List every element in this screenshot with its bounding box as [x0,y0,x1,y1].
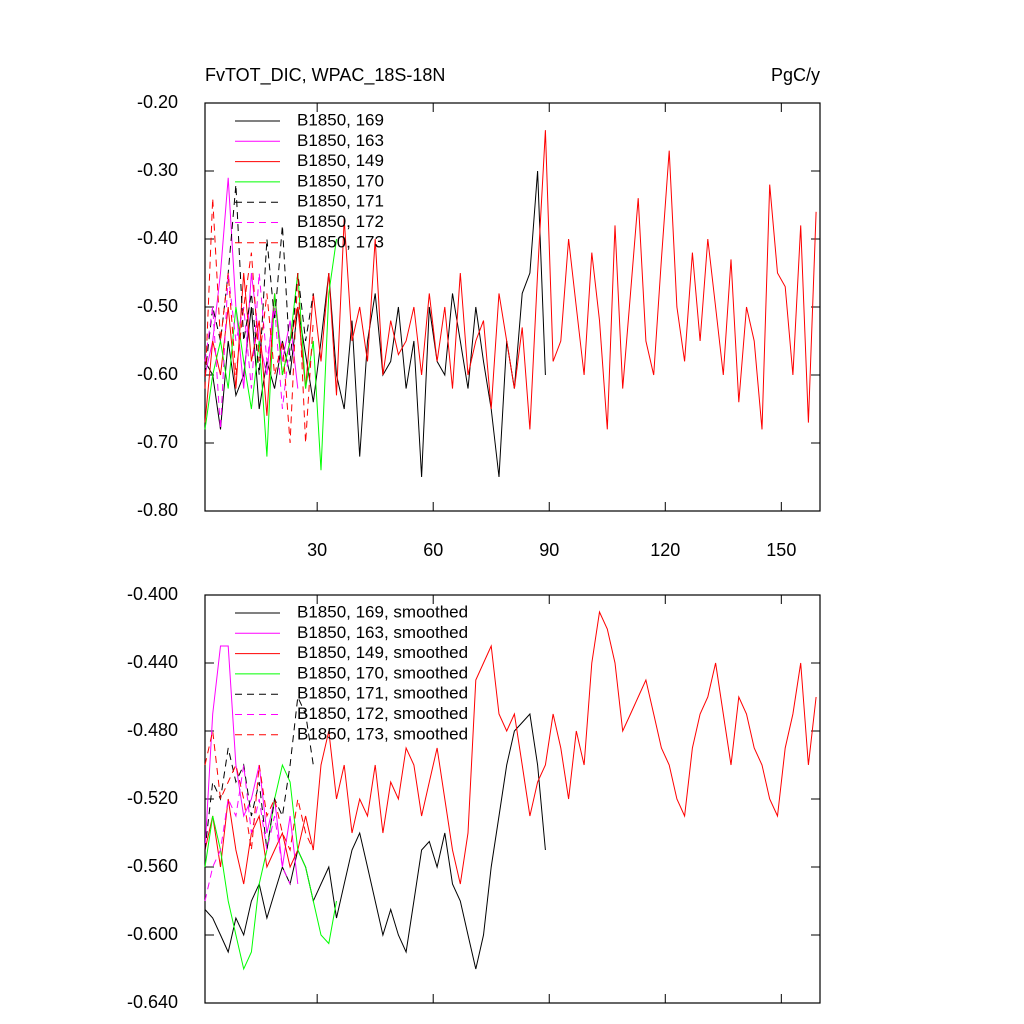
series-line [204,272,291,430]
x-tick-label: 60 [423,540,443,560]
y-tick-label: -0.560 [127,856,178,876]
chart-title: FvTOT_DIC, WPAC_18S-18N [205,65,445,86]
y-tick-label: -0.80 [137,500,178,520]
y-tick-label: -0.40 [137,228,178,248]
legend-label: B1850, 163 [297,131,384,150]
y-tick-label: -0.60 [137,364,178,384]
series-line [204,177,299,389]
legend-label: B1850, 170 [297,171,384,190]
series-line [204,130,817,430]
legend-label: B1850, 171, smoothed [297,684,468,703]
series-line [204,764,291,902]
series-line [204,198,314,444]
legend-label: B1850, 169 [297,110,384,129]
y-tick-label: -0.50 [137,296,178,316]
legend-label: B1850, 149, smoothed [297,643,468,662]
y-tick-label: -0.30 [137,160,178,180]
units-label: PgC/y [771,65,820,85]
legend-label: B1850, 173, smoothed [297,724,468,743]
y-tick-label: -0.20 [137,92,178,112]
series-line [204,730,314,852]
legend-label: B1850, 169, smoothed [297,602,468,621]
series-line [204,712,546,970]
series-line [204,170,546,478]
x-tick-label: 120 [650,540,680,560]
legend-label: B1850, 170, smoothed [297,663,468,682]
y-tick-label: -0.440 [127,652,178,672]
legend-label: B1850, 149 [297,151,384,170]
y-tick-label: -0.640 [127,992,178,1012]
legend-label: B1850, 163, smoothed [297,623,468,642]
legend-label: B1850, 171 [297,192,384,211]
x-tick-label: 150 [766,540,796,560]
y-tick-label: -0.70 [137,432,178,452]
legend-label: B1850, 172 [297,212,384,231]
series-line [204,763,337,971]
legend-label: B1850, 172, smoothed [297,704,468,723]
y-tick-label: -0.400 [127,584,178,604]
series-line [204,695,314,851]
x-tick-label: 90 [539,540,559,560]
x-tick-label: 30 [307,540,327,560]
y-tick-label: -0.480 [127,720,178,740]
y-tick-label: -0.520 [127,788,178,808]
y-tick-label: -0.600 [127,924,178,944]
series-line [204,184,314,376]
series-line [204,610,817,885]
series-line [204,238,337,471]
legend-label: B1850, 173 [297,232,384,251]
series-line [204,645,299,885]
